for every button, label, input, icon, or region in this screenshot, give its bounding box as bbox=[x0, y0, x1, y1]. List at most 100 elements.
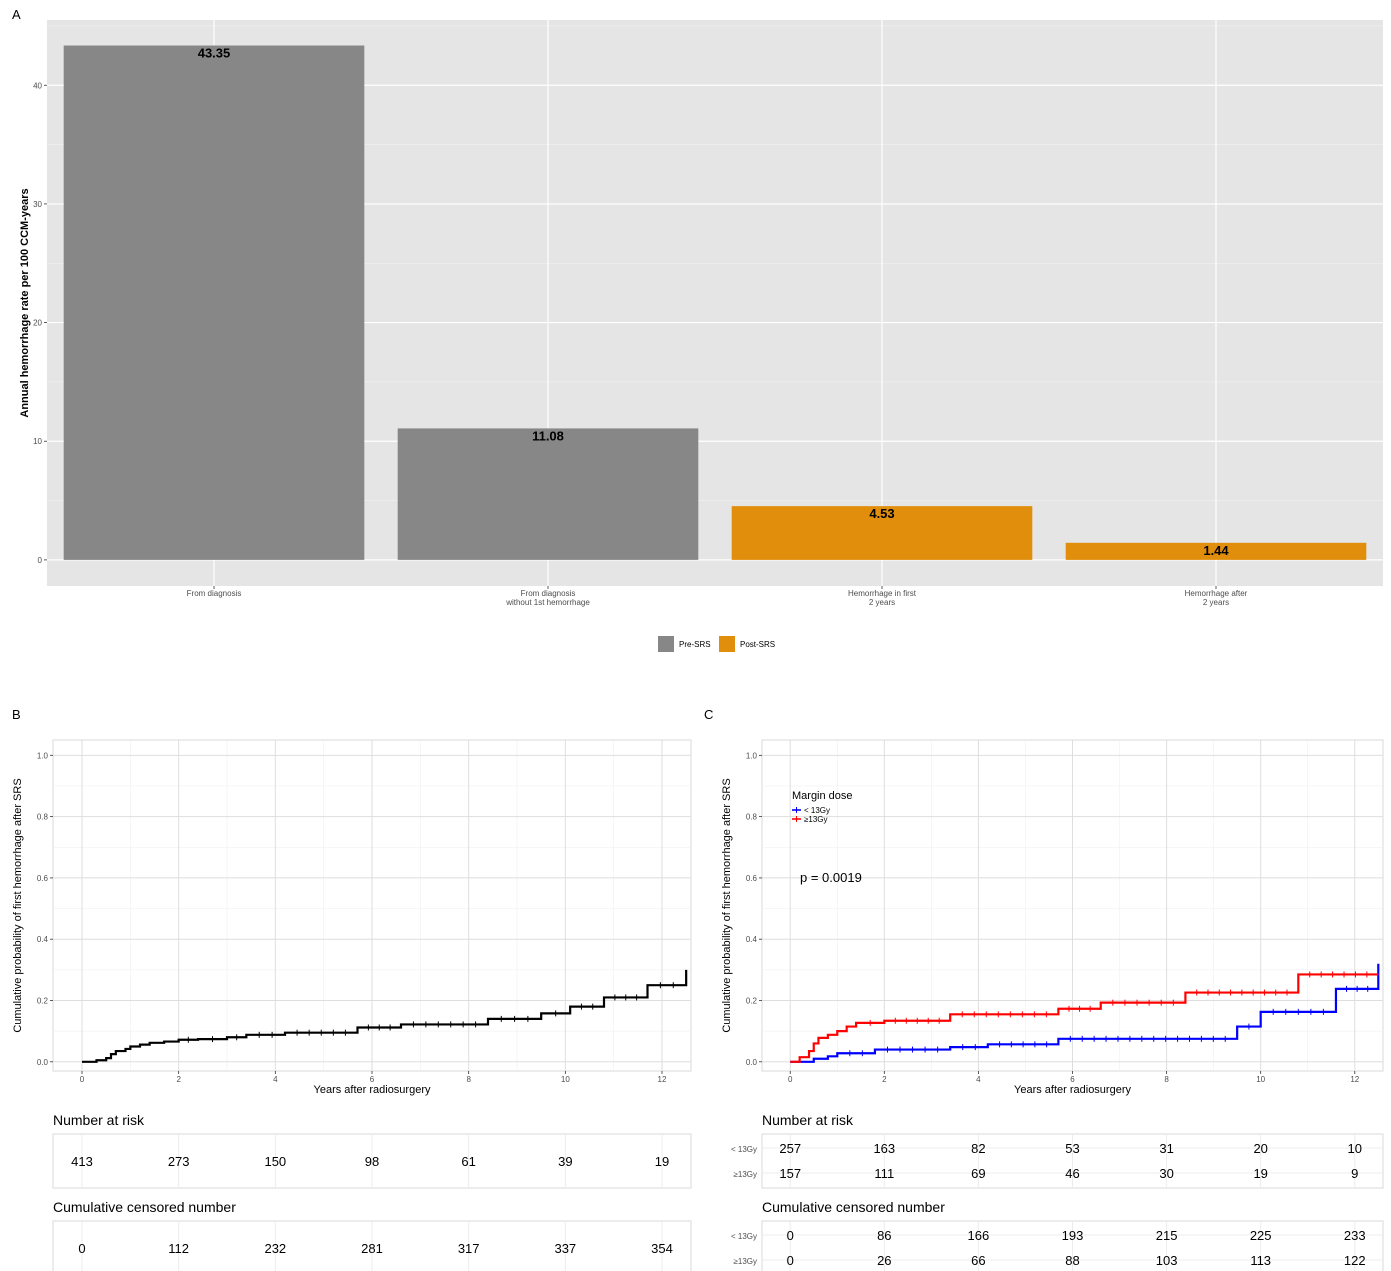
table-cell: 30 bbox=[1159, 1166, 1173, 1181]
y-tick-label: 0 bbox=[38, 556, 43, 565]
table-cell: 82 bbox=[971, 1141, 985, 1156]
panel-b-plot: 0 2 4 6 8 10 12 0.0 0.2 0.4 0.6 0.8 1.0 Years after r… bbox=[12, 739, 692, 1096]
panel-a: A 43.35 11.08 4.53 1.44 0 10 20 30 40 From diag… bbox=[12, 7, 1383, 652]
table-cell: 273 bbox=[168, 1154, 190, 1169]
table-cell: 163 bbox=[873, 1141, 895, 1156]
table-title: Number at risk bbox=[53, 1112, 145, 1128]
table-cell: 10 bbox=[1348, 1141, 1362, 1156]
table-cell: 26 bbox=[877, 1253, 891, 1268]
table-cell: 113 bbox=[1250, 1253, 1271, 1268]
table-cell: 0 bbox=[78, 1241, 85, 1256]
legend-label: Post-SRS bbox=[740, 640, 775, 649]
table-cell: 0 bbox=[787, 1253, 794, 1268]
panel-b: B 0 2 4 6 8 10 12 0.0 0.2 0.4 0.6 0.8 1.0 Years after… bbox=[12, 707, 692, 1271]
table-cell: 9 bbox=[1351, 1166, 1358, 1181]
x-tick-label: 4 bbox=[976, 1075, 981, 1084]
table-cell: 112 bbox=[168, 1241, 189, 1256]
y-tick-label: 0.0 bbox=[746, 1058, 758, 1067]
x-tick-label: 6 bbox=[1070, 1075, 1075, 1084]
table-cell: 337 bbox=[554, 1241, 576, 1256]
table-row-label: < 13Gy bbox=[731, 1145, 757, 1154]
bar-value-label: 43.35 bbox=[198, 46, 231, 61]
panel-label-b: B bbox=[12, 707, 21, 722]
panel-label-c: C bbox=[704, 707, 713, 722]
table-cell: 413 bbox=[71, 1154, 93, 1169]
panel-c-tables: Number at risk < 13Gy 257 163 82 53 31 20 10 ≥13G… bbox=[731, 1112, 1384, 1271]
table-cell: 215 bbox=[1156, 1228, 1178, 1243]
panel-c-p-value: p = 0.0019 bbox=[800, 870, 862, 885]
panel-b-tables: Number at risk 413 273 150 98 61 39 19 Cumulativ… bbox=[52, 1112, 692, 1271]
legend-swatch bbox=[719, 636, 735, 652]
y-tick-label: 0.2 bbox=[37, 997, 49, 1006]
x-axis-title: Years after radiosurgery bbox=[314, 1084, 431, 1096]
x-tick-label: Hemorrhage after bbox=[1185, 589, 1248, 598]
table-cell: 232 bbox=[264, 1241, 286, 1256]
table-cell: 103 bbox=[1156, 1253, 1178, 1268]
table-cell: 31 bbox=[1159, 1141, 1173, 1156]
x-tick-label: 6 bbox=[370, 1075, 375, 1084]
table-cell: 166 bbox=[968, 1228, 990, 1243]
table-cell: 317 bbox=[458, 1241, 480, 1256]
table-cell: 111 bbox=[874, 1166, 894, 1181]
table-title: Cumulative censored number bbox=[762, 1199, 945, 1215]
table-cell: 157 bbox=[779, 1166, 801, 1181]
table-row-label: ≥13Gy bbox=[733, 1170, 757, 1179]
y-tick-label: 10 bbox=[33, 437, 42, 446]
bar-value-label: 1.44 bbox=[1203, 543, 1229, 558]
x-tick-label: Hemorrhage in first bbox=[848, 589, 917, 598]
table-cell: 257 bbox=[779, 1141, 801, 1156]
x-tick-label: 2 bbox=[882, 1075, 887, 1084]
table-cell: 150 bbox=[264, 1154, 286, 1169]
legend-title: Margin dose bbox=[792, 790, 853, 802]
x-tick-label: 2 bbox=[176, 1075, 181, 1084]
table-cell: 0 bbox=[787, 1228, 794, 1243]
table-cell: 20 bbox=[1253, 1141, 1267, 1156]
table-cell: 19 bbox=[655, 1154, 669, 1169]
x-tick-label: 2 years bbox=[869, 598, 895, 607]
table-cell: 88 bbox=[1065, 1253, 1079, 1268]
bar bbox=[1065, 542, 1367, 560]
x-tick-label: 4 bbox=[273, 1075, 278, 1084]
x-tick-label: 8 bbox=[466, 1075, 471, 1084]
table-row-label: < 13Gy bbox=[731, 1232, 757, 1241]
table-cell: 281 bbox=[361, 1241, 383, 1256]
bar bbox=[731, 506, 1033, 560]
table-cell: 19 bbox=[1253, 1166, 1267, 1181]
y-tick-label: 40 bbox=[33, 81, 42, 90]
x-tick-label: 10 bbox=[1256, 1075, 1265, 1084]
x-tick-label: From diagnosis bbox=[187, 589, 242, 598]
bar-value-label: 11.08 bbox=[532, 428, 564, 443]
x-axis-title: Years after radiosurgery bbox=[1014, 1084, 1131, 1096]
panel-a-y-axis-title: Annual hemorrhage rate per 100 CCM-years bbox=[19, 188, 31, 417]
table-cell: 225 bbox=[1250, 1228, 1272, 1243]
y-tick-label: 0.0 bbox=[37, 1058, 49, 1067]
y-tick-label: 0.4 bbox=[746, 935, 758, 944]
x-tick-label: 12 bbox=[1350, 1075, 1359, 1084]
km-step-line bbox=[82, 969, 688, 1063]
table-cell: 122 bbox=[1344, 1253, 1366, 1268]
x-tick-label: 12 bbox=[658, 1075, 667, 1084]
table-cell: 86 bbox=[877, 1228, 891, 1243]
y-tick-label: 0.2 bbox=[746, 997, 758, 1006]
y-axis-title: Cumulative probability of first hemorrha… bbox=[12, 778, 24, 1032]
x-tick-label: From diagnosis bbox=[521, 589, 576, 598]
y-axis-title: Cumulative probability of first hemorrha… bbox=[721, 778, 733, 1032]
bar bbox=[397, 428, 699, 560]
y-tick-label: 20 bbox=[33, 319, 42, 328]
table-cell: 61 bbox=[461, 1154, 475, 1169]
table-cell: 69 bbox=[971, 1166, 985, 1181]
table-cell: 193 bbox=[1062, 1228, 1084, 1243]
y-tick-label: 0.4 bbox=[37, 935, 49, 944]
x-tick-label: 8 bbox=[1164, 1075, 1169, 1084]
table-cell: 66 bbox=[971, 1253, 985, 1268]
legend-swatch bbox=[658, 636, 674, 652]
x-tick-label: 2 years bbox=[1203, 598, 1229, 607]
table-cell: 46 bbox=[1065, 1166, 1079, 1181]
y-tick-label: 0.8 bbox=[37, 813, 49, 822]
x-tick-label: 10 bbox=[561, 1075, 570, 1084]
table-title: Cumulative censored number bbox=[53, 1199, 236, 1215]
bar bbox=[63, 45, 365, 560]
table-row-label: ≥13Gy bbox=[733, 1257, 757, 1266]
table-title: Number at risk bbox=[762, 1112, 854, 1128]
y-tick-label: 0.6 bbox=[746, 874, 758, 883]
